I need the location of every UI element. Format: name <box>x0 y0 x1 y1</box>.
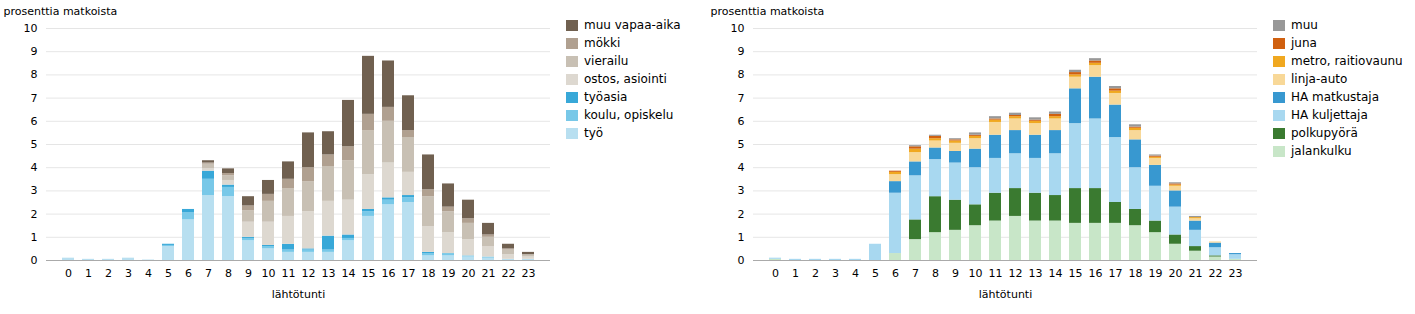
svg-text:0: 0 <box>65 267 72 280</box>
svg-text:lähtötunti: lähtötunti <box>272 288 325 301</box>
svg-text:5: 5 <box>872 267 879 280</box>
svg-text:2: 2 <box>738 208 745 221</box>
svg-text:17: 17 <box>402 267 416 280</box>
svg-text:prosenttia matkoista: prosenttia matkoista <box>4 5 118 18</box>
svg-text:7: 7 <box>31 92 38 105</box>
svg-text:22: 22 <box>1209 267 1223 280</box>
svg-text:14: 14 <box>342 267 356 280</box>
svg-text:3: 3 <box>738 184 745 197</box>
svg-text:17: 17 <box>1109 267 1123 280</box>
html-text:polkupyörä: polkupyörä <box>1291 126 1358 140</box>
svg-text:16: 16 <box>1089 267 1103 280</box>
svg-text:18: 18 <box>1129 267 1143 280</box>
svg-text:22: 22 <box>502 267 516 280</box>
svg-text:18: 18 <box>422 267 436 280</box>
svg-text:21: 21 <box>482 267 496 280</box>
html-text:jalankulku: jalankulku <box>1291 144 1352 158</box>
svg-text:4: 4 <box>738 161 745 174</box>
svg-text:6: 6 <box>892 267 899 280</box>
svg-text:1: 1 <box>738 231 745 244</box>
svg-text:13: 13 <box>322 267 336 280</box>
svg-text:7: 7 <box>912 267 919 280</box>
svg-text:12: 12 <box>302 267 316 280</box>
svg-text:8: 8 <box>738 68 745 81</box>
svg-text:10: 10 <box>262 267 276 280</box>
html-text:mökki: mökki <box>584 36 621 50</box>
svg-text:19: 19 <box>1149 267 1163 280</box>
svg-text:8: 8 <box>31 68 38 81</box>
svg-text:5: 5 <box>31 138 38 151</box>
svg-text:10: 10 <box>731 22 745 35</box>
html-text:linja-auto: linja-auto <box>1291 72 1348 86</box>
svg-text:6: 6 <box>185 267 192 280</box>
svg-text:16: 16 <box>382 267 396 280</box>
svg-text:21: 21 <box>1189 267 1203 280</box>
svg-text:2: 2 <box>105 267 112 280</box>
svg-text:23: 23 <box>522 267 536 280</box>
svg-text:4: 4 <box>852 267 859 280</box>
svg-text:6: 6 <box>31 115 38 128</box>
svg-text:8: 8 <box>932 267 939 280</box>
svg-text:11: 11 <box>989 267 1003 280</box>
html-text:koulu, opiskelu: koulu, opiskelu <box>584 108 674 122</box>
svg-text:0: 0 <box>772 267 779 280</box>
svg-text:1: 1 <box>31 231 38 244</box>
svg-text:1: 1 <box>85 267 92 280</box>
svg-text:11: 11 <box>282 267 296 280</box>
svg-text:13: 13 <box>1029 267 1043 280</box>
html-text:ostos, asiointi: ostos, asiointi <box>584 72 667 86</box>
html-text:HA kuljettaja: HA kuljettaja <box>1291 108 1368 122</box>
svg-text:5: 5 <box>165 267 172 280</box>
html-text:muu vapaa-aika: muu vapaa-aika <box>584 18 681 32</box>
svg-text:20: 20 <box>1169 267 1183 280</box>
html-text:vierailu: vierailu <box>584 54 629 68</box>
svg-text:19: 19 <box>442 267 456 280</box>
svg-text:9: 9 <box>738 45 745 58</box>
svg-text:14: 14 <box>1049 267 1063 280</box>
svg-text:7: 7 <box>205 267 212 280</box>
svg-text:5: 5 <box>738 138 745 151</box>
svg-text:4: 4 <box>145 267 152 280</box>
svg-text:3: 3 <box>832 267 839 280</box>
svg-text:10: 10 <box>969 267 983 280</box>
svg-text:10: 10 <box>24 22 38 35</box>
svg-text:lähtötunti: lähtötunti <box>979 288 1032 301</box>
svg-text:prosenttia matkoista: prosenttia matkoista <box>711 5 825 18</box>
svg-text:0: 0 <box>738 254 745 267</box>
svg-text:15: 15 <box>362 267 376 280</box>
svg-text:9: 9 <box>31 45 38 58</box>
svg-text:4: 4 <box>31 161 38 174</box>
html-text:muu: muu <box>1291 18 1318 32</box>
svg-text:23: 23 <box>1229 267 1243 280</box>
svg-text:9: 9 <box>245 267 252 280</box>
svg-text:9: 9 <box>952 267 959 280</box>
svg-text:20: 20 <box>462 267 476 280</box>
svg-text:0: 0 <box>31 254 38 267</box>
html-text:juna: juna <box>1291 36 1317 50</box>
svg-text:15: 15 <box>1069 267 1083 280</box>
svg-text:7: 7 <box>738 92 745 105</box>
svg-text:2: 2 <box>31 208 38 221</box>
svg-text:3: 3 <box>31 184 38 197</box>
svg-text:8: 8 <box>225 267 232 280</box>
svg-text:2: 2 <box>812 267 819 280</box>
svg-text:1: 1 <box>792 267 799 280</box>
svg-text:3: 3 <box>125 267 132 280</box>
svg-text:12: 12 <box>1009 267 1023 280</box>
html-text:työasia: työasia <box>584 90 628 104</box>
html-text:HA matkustaja: HA matkustaja <box>1291 90 1379 104</box>
svg-text:6: 6 <box>738 115 745 128</box>
html-text:metro, raitiovaunu: metro, raitiovaunu <box>1291 54 1403 68</box>
html-text:työ: työ <box>584 126 604 140</box>
